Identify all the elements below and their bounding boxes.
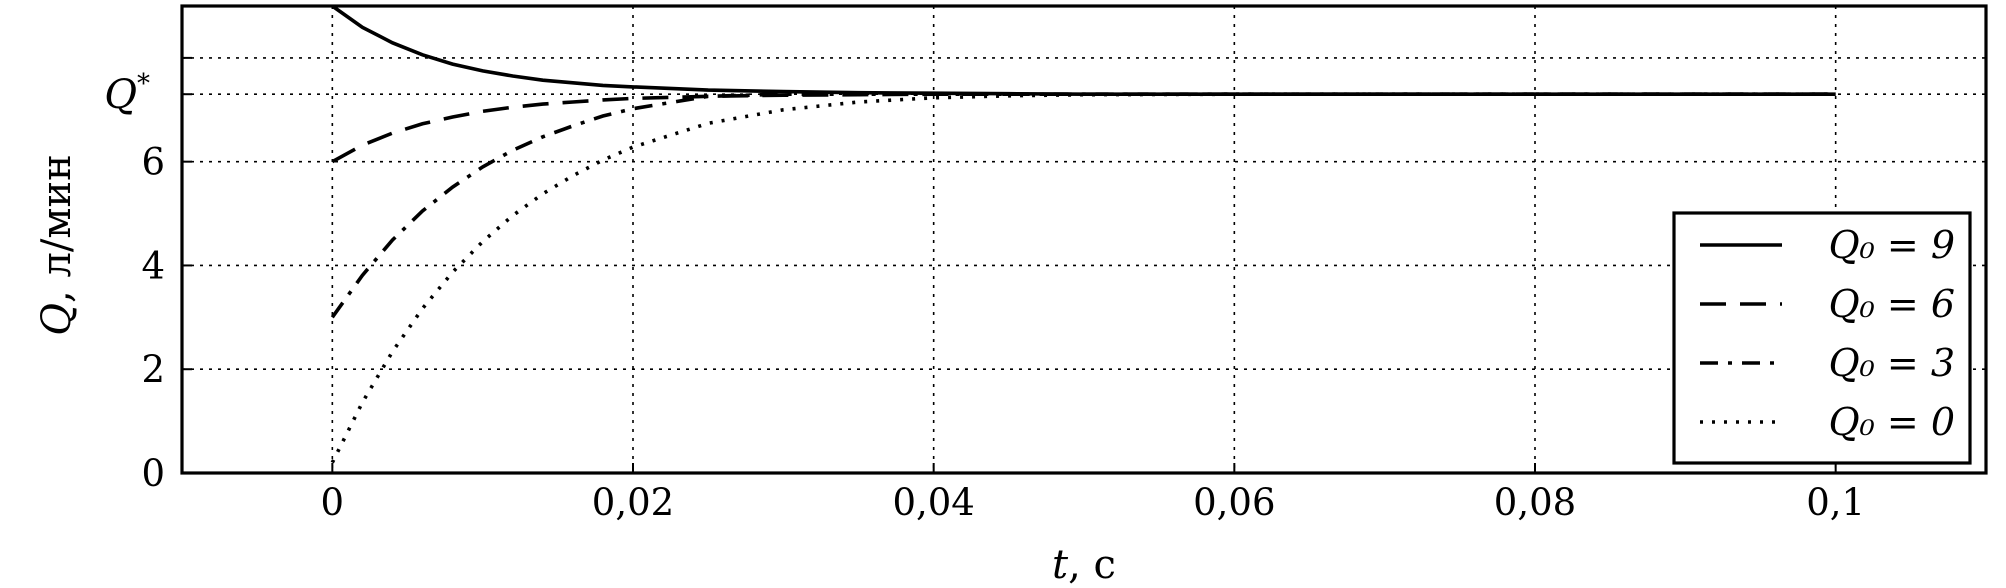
x-tick-label: 0,1 [1806, 481, 1865, 524]
legend-label: Q₀ = 6 [1828, 282, 1955, 326]
x-axis-label: t, с [1052, 542, 1116, 588]
y-axis-label: Q, л/мин [34, 154, 80, 336]
x-axis-var: t [1052, 542, 1069, 588]
y-marker-var: Q [104, 72, 137, 118]
legend-entries: Q₀ = 9 Q₀ = 6 Q₀ = 3 Q₀ = 0 [1700, 223, 1955, 444]
plot-frame [180, 4, 1988, 475]
y-marker-label: Q* [104, 69, 150, 118]
y-axis-var: Q [34, 303, 80, 336]
x-tick-label: 0,08 [1494, 481, 1576, 524]
legend-box [1672, 211, 1972, 465]
x-tick-label: 0,04 [892, 481, 974, 524]
legend: Q₀ = 9 Q₀ = 6 Q₀ = 3 Q₀ = 0 [1672, 211, 1972, 465]
y-tick-label: 6 [141, 141, 165, 184]
series-line-solid [331, 4, 1836, 96]
series-line-dashdot [330, 92, 1836, 319]
y-tick-label: 4 [141, 244, 165, 287]
x-tick-label: 0,02 [592, 481, 674, 524]
series-line-dotted [330, 92, 1836, 464]
y-tick-label: 0 [141, 452, 165, 495]
legend-label: Q₀ = 9 [1828, 223, 1955, 267]
series-line-dashed [331, 92, 1836, 164]
tick-labels: 0 0,02 0,04 0,06 0,08 0,1 0 2 4 6 [141, 141, 1865, 524]
legend-label: Q₀ = 0 [1828, 400, 1955, 444]
x-tick-label: 0 [321, 481, 345, 524]
legend-label: Q₀ = 3 [1828, 341, 1955, 385]
x-tick-label: 0,06 [1193, 481, 1275, 524]
y-tick-label: 2 [141, 348, 165, 391]
y-axis-unit: , л/мин [34, 154, 80, 303]
series-lines [330, 4, 1836, 464]
y-marker-star: * [137, 69, 150, 99]
x-axis-unit: , с [1068, 542, 1116, 588]
